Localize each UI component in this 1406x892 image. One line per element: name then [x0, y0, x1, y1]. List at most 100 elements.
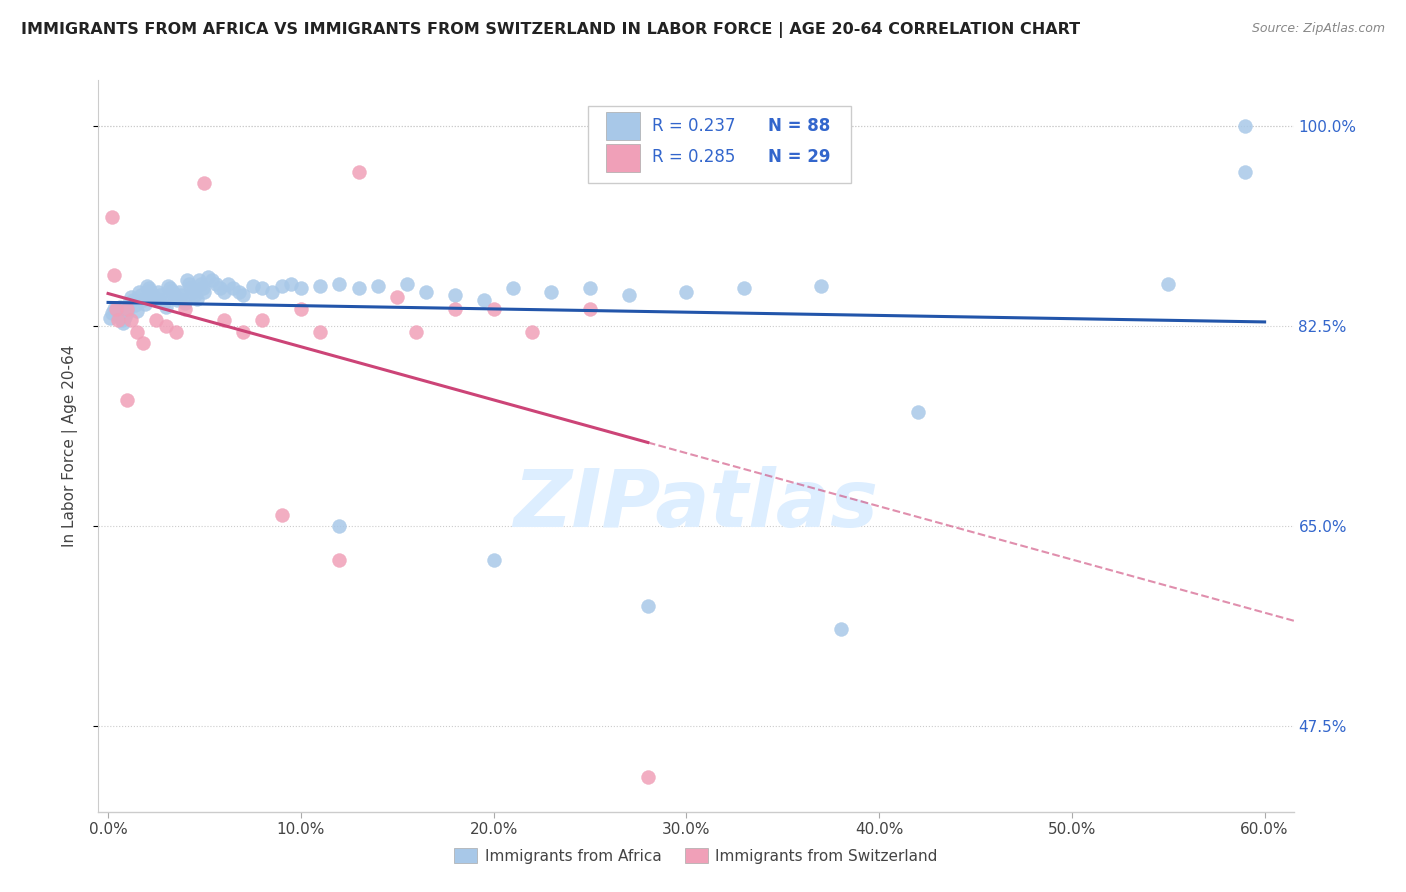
Point [191, 281, 214, 295]
Point [180, 281, 202, 295]
FancyBboxPatch shape [606, 112, 640, 140]
Point [174, 296, 197, 310]
Point [177, 277, 200, 291]
Point [217, 277, 239, 291]
Y-axis label: In Labor Force | Age 20-64: In Labor Force | Age 20-64 [62, 345, 77, 547]
Point [1234, 119, 1257, 133]
Point [347, 165, 370, 179]
Point [540, 285, 562, 299]
Point [145, 293, 167, 307]
Point [107, 313, 129, 327]
Text: R = 0.237: R = 0.237 [652, 117, 735, 135]
Point [232, 288, 254, 302]
Point [186, 292, 208, 306]
Legend: Immigrants from Africa, Immigrants from Switzerland: Immigrants from Africa, Immigrants from … [449, 842, 943, 870]
Point [482, 301, 505, 316]
Point [139, 284, 162, 298]
Point [103, 301, 125, 316]
Point [675, 285, 697, 299]
Point [212, 313, 235, 327]
Point [328, 277, 350, 291]
Point [385, 290, 409, 304]
Point [165, 290, 187, 304]
Point [132, 336, 155, 351]
Point [134, 297, 156, 311]
Point [1234, 165, 1257, 179]
Text: IMMIGRANTS FROM AFRICA VS IMMIGRANTS FROM SWITZERLAND IN LABOR FORCE | AGE 20-64: IMMIGRANTS FROM AFRICA VS IMMIGRANTS FRO… [21, 22, 1080, 38]
Point [208, 281, 231, 295]
Point [155, 300, 177, 314]
Point [520, 325, 543, 339]
Point [232, 325, 254, 339]
Point [187, 273, 209, 287]
Point [579, 281, 602, 295]
Point [160, 284, 183, 298]
Point [270, 508, 292, 522]
Point [193, 285, 215, 299]
FancyBboxPatch shape [606, 144, 640, 171]
Text: ZIPatlas: ZIPatlas [513, 466, 879, 543]
Point [617, 288, 640, 302]
Text: N = 29: N = 29 [768, 148, 830, 166]
Point [148, 285, 170, 299]
Point [108, 300, 131, 314]
Text: N = 88: N = 88 [768, 117, 830, 135]
Text: R = 0.285: R = 0.285 [652, 148, 735, 166]
Point [242, 279, 264, 293]
Point [205, 277, 228, 291]
Point [117, 393, 139, 408]
Point [176, 273, 198, 287]
Point [118, 296, 141, 310]
Point [193, 176, 215, 190]
Point [184, 288, 207, 302]
Point [290, 301, 312, 316]
Point [125, 304, 148, 318]
Point [101, 211, 124, 225]
Point [104, 304, 127, 318]
Point [181, 285, 204, 299]
Point [367, 279, 389, 293]
Point [138, 281, 160, 295]
Point [128, 285, 150, 299]
Text: Source: ZipAtlas.com: Source: ZipAtlas.com [1251, 22, 1385, 36]
Point [117, 301, 139, 316]
Point [141, 287, 163, 301]
Point [347, 281, 370, 295]
Point [280, 277, 302, 291]
Point [472, 293, 495, 307]
Point [733, 281, 755, 295]
Point [103, 268, 125, 282]
Point [156, 279, 179, 293]
Point [309, 279, 332, 293]
Point [135, 279, 157, 293]
Point [270, 279, 292, 293]
Point [260, 285, 283, 299]
Point [228, 285, 250, 299]
Point [122, 293, 145, 307]
Point [290, 281, 312, 295]
Point [149, 288, 172, 302]
Point [112, 316, 135, 330]
Point [222, 281, 245, 295]
Point [107, 308, 129, 322]
Point [405, 325, 427, 339]
Point [125, 325, 148, 339]
Point [328, 553, 350, 567]
Point [104, 301, 127, 316]
Point [155, 318, 177, 333]
Point [252, 313, 274, 327]
Point [101, 306, 124, 320]
Point [212, 285, 235, 299]
Point [150, 293, 173, 307]
Point [309, 325, 332, 339]
Point [159, 281, 181, 295]
Point [328, 519, 350, 533]
Point [502, 281, 524, 295]
Point [637, 771, 659, 785]
Point [252, 281, 274, 295]
Point [830, 622, 852, 636]
Point [190, 277, 212, 291]
Point [197, 269, 219, 284]
Point [120, 290, 142, 304]
Point [170, 288, 193, 302]
